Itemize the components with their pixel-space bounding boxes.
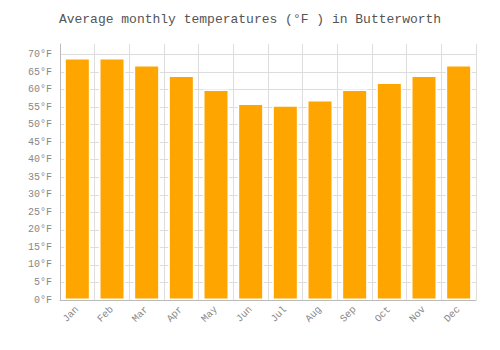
svg-text:70°F: 70°F	[28, 49, 52, 60]
svg-text:Aug: Aug	[303, 304, 323, 324]
svg-text:Oct: Oct	[373, 304, 393, 324]
svg-text:50°F: 50°F	[28, 119, 52, 130]
svg-text:5°F: 5°F	[34, 277, 52, 288]
svg-text:Mar: Mar	[130, 304, 150, 324]
svg-text:Nov: Nov	[407, 304, 427, 324]
svg-text:10°F: 10°F	[28, 259, 52, 270]
svg-text:60°F: 60°F	[28, 84, 52, 95]
svg-text:45°F: 45°F	[28, 137, 52, 148]
svg-text:55°F: 55°F	[28, 102, 52, 113]
svg-text:0°F: 0°F	[34, 295, 52, 306]
svg-text:Apr: Apr	[165, 304, 185, 324]
svg-text:Average monthly temperatures (: Average monthly temperatures (°F ) in Bu…	[59, 12, 441, 27]
svg-text:Dec: Dec	[442, 304, 462, 324]
svg-text:Jan: Jan	[61, 304, 81, 324]
svg-text:20°F: 20°F	[28, 224, 52, 235]
svg-text:65°F: 65°F	[28, 67, 52, 78]
svg-text:Jul: Jul	[269, 304, 289, 324]
svg-text:35°F: 35°F	[28, 172, 52, 183]
svg-text:Jun: Jun	[234, 304, 254, 324]
svg-text:May: May	[199, 304, 219, 324]
svg-text:40°F: 40°F	[28, 154, 52, 165]
svg-text:15°F: 15°F	[28, 242, 52, 253]
svg-text:Feb: Feb	[95, 304, 115, 324]
svg-text:30°F: 30°F	[28, 189, 52, 200]
svg-text:25°F: 25°F	[28, 207, 52, 218]
svg-text:Sep: Sep	[338, 304, 358, 324]
